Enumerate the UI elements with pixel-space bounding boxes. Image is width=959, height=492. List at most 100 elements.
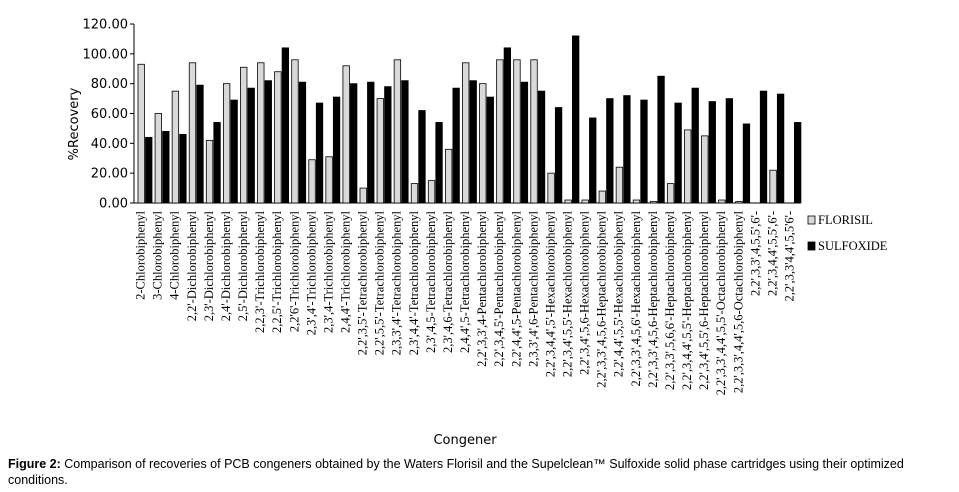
x-category-label: 2,3',4,4'-Tetrachlorobiphenyl bbox=[407, 210, 421, 355]
bar-florisil bbox=[462, 62, 470, 204]
bar-florisil bbox=[564, 199, 572, 204]
x-category-label: 2,2',4,4',5-Pentachlorobiphenyl bbox=[509, 210, 523, 366]
bar-florisil bbox=[274, 71, 282, 204]
x-category-label: 2,2',3,4,4',5,5',6'- bbox=[765, 211, 779, 296]
bar-florisil bbox=[171, 90, 180, 204]
x-category-label: 2,4,4',5-Tetrachlorobiphenyl bbox=[458, 210, 472, 352]
legend-swatch bbox=[807, 215, 816, 225]
bar-florisil bbox=[735, 201, 743, 204]
x-category-label: 2,2,3'-Trichlorobiphenyl bbox=[253, 210, 267, 332]
bar-florisil bbox=[240, 66, 248, 204]
bar-sulfoxide bbox=[623, 95, 631, 204]
x-axis-title: Congener bbox=[433, 433, 497, 448]
bar-florisil bbox=[257, 62, 265, 204]
bars bbox=[137, 35, 802, 204]
bar-sulfoxide bbox=[537, 90, 546, 204]
bar-sulfoxide bbox=[281, 47, 290, 204]
bar-florisil bbox=[769, 169, 777, 204]
bar-florisil bbox=[359, 187, 367, 204]
x-category-label: 2,2',3,3',4-Pentachlorobiphenyl bbox=[475, 210, 489, 366]
y-tick-label: 80.00 bbox=[91, 77, 128, 92]
x-category-label: 2-Chlorobiphenyl bbox=[134, 210, 148, 299]
x-category-label: 2,3',4'-Trichlorobiphenyl bbox=[304, 210, 318, 335]
x-category-label: 2,2',5,5'-Tetrachlorobiphenyl bbox=[373, 210, 387, 355]
bar-sulfoxide bbox=[230, 99, 238, 204]
caption-text: Comparison of recoveries of PCB congener… bbox=[8, 457, 904, 487]
bar-florisil bbox=[444, 148, 453, 204]
bar-sulfoxide bbox=[350, 83, 358, 204]
y-tick-label: 20.00 bbox=[91, 167, 128, 182]
legend-label: FLORISIL bbox=[818, 213, 873, 227]
x-category-label: 4-Chlorobiphenyl bbox=[168, 210, 182, 299]
x-category-label: 2,4'-Dichlorobiphenyl bbox=[219, 210, 233, 321]
x-category-label: 2,2',3,3',5,6,6'-Heptachlorobiphenyl bbox=[663, 210, 677, 389]
x-category-label: 2,2',3,3',4,4',5,6-Octachlorobiphenyl bbox=[731, 210, 745, 393]
bar-florisil bbox=[205, 139, 214, 204]
y-tick-label: 0.00 bbox=[99, 197, 128, 212]
bar-florisil bbox=[598, 190, 606, 204]
bar-sulfoxide bbox=[589, 117, 597, 204]
x-category-label: 2,2'6'-Trichlorobiphenyl bbox=[287, 210, 301, 332]
bar-sulfoxide bbox=[298, 81, 307, 204]
bar-sulfoxide bbox=[213, 122, 221, 204]
y-tick-label: 100.00 bbox=[83, 47, 129, 62]
y-axis-title: %Recovery bbox=[67, 87, 82, 160]
bar-florisil bbox=[649, 201, 658, 204]
x-category-label: 2,2',3,3',4,5,6-Heptachlorobiphenyl bbox=[595, 210, 609, 387]
x-category-label: 2,2',3,4,5'-Pentachlorobiphenyl bbox=[492, 210, 506, 366]
bar-sulfoxide bbox=[264, 80, 272, 204]
bar-florisil bbox=[137, 63, 145, 204]
bar-sulfoxide bbox=[401, 80, 409, 204]
x-category-label: 3-Chlorobiphenyl bbox=[151, 210, 165, 299]
y-tick-label: 60.00 bbox=[91, 107, 128, 122]
x-category-label: 2,2',3,4',5,5'-Hexachlorobiphenyl bbox=[561, 210, 575, 377]
x-category-label: 2,4,4'-Trichlorobiphenyl bbox=[339, 210, 353, 332]
x-category-label: 2,2,5'-Trichlorobiphenyl bbox=[270, 210, 284, 332]
x-category-label: 2,3',4,6-Tetrachlorobiphenyl bbox=[441, 210, 455, 352]
bar-sulfoxide bbox=[503, 47, 512, 204]
bar-florisil bbox=[513, 59, 521, 204]
x-category-label: 2,2',3,3',4,5,5',6'- bbox=[748, 211, 762, 296]
x-category-label: 2,2',3,3',4,5,6-Heptachlorobiphenyl bbox=[646, 210, 660, 387]
x-category-label: 2,2',3,4,4',5,5'-Heptachlorobiphenyl bbox=[680, 210, 694, 389]
bar-sulfoxide bbox=[315, 102, 324, 204]
x-category-label: 2,3,3',4',6-Pentachlorobiphenyl bbox=[526, 210, 540, 366]
bar-florisil bbox=[701, 135, 709, 204]
bar-sulfoxide bbox=[640, 99, 648, 204]
bar-florisil bbox=[342, 65, 350, 204]
y-tick-label: 120.00 bbox=[83, 18, 129, 33]
x-category-label: 2,2',3,5'-Tetrachlorobiphenyl bbox=[356, 210, 370, 355]
bar-sulfoxide bbox=[708, 101, 716, 204]
bar-florisil bbox=[632, 199, 641, 204]
bar-florisil bbox=[410, 183, 419, 204]
bar-sulfoxide bbox=[196, 84, 204, 204]
bar-sulfoxide bbox=[606, 98, 614, 204]
chart-area: 0.00 20.00 40.00 60.00 80.00 100.00 120.00 2-C… bbox=[67, 18, 888, 449]
bar-sulfoxide bbox=[452, 87, 460, 204]
bar-florisil bbox=[325, 156, 333, 204]
bar-sulfoxide bbox=[367, 81, 375, 204]
bar-sulfoxide bbox=[469, 80, 477, 204]
bar-sulfoxide bbox=[572, 35, 580, 204]
bar-florisil bbox=[547, 172, 555, 204]
bar-sulfoxide bbox=[742, 123, 751, 204]
bar-sulfoxide bbox=[162, 130, 170, 204]
legend-swatch bbox=[807, 241, 816, 251]
x-category-label: 2,2',3,4,4',5'-Hexachlorobiphenyl bbox=[543, 210, 557, 377]
bar-florisil bbox=[684, 129, 692, 204]
x-category-label: 2,3',4,5-Tetrachlorobiphenyl bbox=[424, 210, 438, 352]
bar-sulfoxide bbox=[435, 122, 443, 204]
bar-sulfoxide bbox=[384, 86, 392, 204]
bar-florisil bbox=[427, 180, 436, 204]
bar-sulfoxide bbox=[691, 87, 699, 204]
bar-sulfoxide bbox=[179, 133, 187, 204]
bar-sulfoxide bbox=[794, 122, 802, 204]
bar-sulfoxide bbox=[418, 110, 426, 204]
x-category-label: 2,3,3',4'-Tetrachlorobiphenyl bbox=[390, 210, 404, 355]
x-category-label: 2,2',3,3',4,4',5,5'-Octachlorobiphenyl bbox=[714, 210, 728, 395]
bar-sulfoxide bbox=[657, 75, 665, 204]
y-tick-label: 40.00 bbox=[91, 137, 128, 152]
bar-florisil bbox=[530, 59, 538, 204]
y-tick-labels: 0.00 20.00 40.00 60.00 80.00 100.00 120.00 bbox=[83, 18, 129, 212]
x-category-label: 2,2',3,4',5,6-Hexachlorobiphenyl bbox=[578, 210, 592, 374]
